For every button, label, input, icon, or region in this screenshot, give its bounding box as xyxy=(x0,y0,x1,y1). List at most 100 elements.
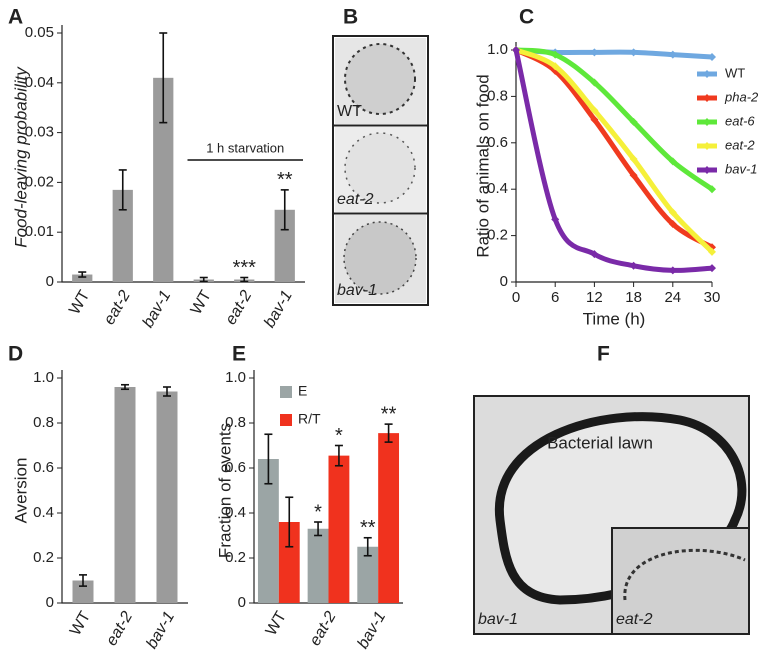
legend-label: eat-2 xyxy=(725,137,755,152)
x-tick-label: bav-1 xyxy=(140,288,175,331)
y-tick-label: 0.4 xyxy=(225,504,246,521)
point xyxy=(629,117,638,126)
x-tick-label: bav-1 xyxy=(261,288,296,331)
x-tick-label: WT xyxy=(67,608,94,638)
bar xyxy=(357,546,379,603)
error-bar xyxy=(163,386,171,397)
point xyxy=(590,48,599,57)
x-tick-label: bav-1 xyxy=(355,609,390,652)
legend-swatch xyxy=(280,414,292,426)
error-bar xyxy=(199,276,208,283)
y-tick-label: 0.02 xyxy=(25,173,54,190)
error-bar xyxy=(264,433,273,485)
bar xyxy=(114,387,136,603)
significance: * xyxy=(314,501,322,523)
y-tick-label: 0.04 xyxy=(25,74,54,91)
image-label: bav-1 xyxy=(478,611,518,628)
bar xyxy=(156,391,178,603)
point xyxy=(590,115,599,124)
y-tick-label: 0 xyxy=(46,273,54,290)
error-bar xyxy=(78,271,87,278)
panel-label: F xyxy=(597,343,610,366)
bar xyxy=(278,522,300,603)
point xyxy=(551,62,560,71)
point xyxy=(590,78,599,87)
point xyxy=(708,185,716,194)
point xyxy=(668,157,677,166)
y-tick-label: 0.6 xyxy=(225,459,246,476)
point xyxy=(629,171,638,180)
legend-swatch xyxy=(280,386,292,398)
series-line xyxy=(515,47,714,192)
image-b xyxy=(332,35,429,306)
image-label: eat-2 xyxy=(337,191,374,208)
error-bar xyxy=(363,536,372,557)
y-tick-label: 0.03 xyxy=(25,124,54,141)
point xyxy=(668,208,677,217)
bar xyxy=(378,433,400,603)
image-label: eat-2 xyxy=(616,611,653,628)
significance: ** xyxy=(360,517,376,539)
y-tick-label: 1.0 xyxy=(225,369,246,386)
bar xyxy=(328,455,350,603)
point xyxy=(551,215,560,224)
point xyxy=(629,48,638,57)
point xyxy=(708,247,716,256)
x-axis-label: Time (h) xyxy=(583,309,646,328)
bar xyxy=(72,274,93,282)
x-tick-label: 30 xyxy=(704,289,721,306)
point xyxy=(512,46,520,54)
y-tick-label: 1.0 xyxy=(487,41,508,58)
y-tick-label: 0 xyxy=(500,273,508,290)
x-tick-label: WT xyxy=(263,608,290,638)
significance: *** xyxy=(233,257,257,279)
y-tick-label: 0.8 xyxy=(487,87,508,104)
legend-label: WT xyxy=(725,65,745,80)
series-line xyxy=(513,49,713,273)
y-tick-label: 0.8 xyxy=(33,414,54,431)
x-tick-label: eat-2 xyxy=(103,609,136,649)
y-tick-label: 0 xyxy=(238,594,246,611)
y-axis-label: Food-leaving probability xyxy=(11,66,30,248)
legend-marker xyxy=(703,70,711,78)
panel-label: E xyxy=(232,343,246,366)
x-tick-label: 12 xyxy=(586,289,603,306)
annotation: 1 h starvation xyxy=(206,140,284,155)
point xyxy=(668,220,677,228)
panel-label: C xyxy=(519,6,534,29)
image-caption: Bacterial lawn xyxy=(547,433,653,452)
y-tick-label: 0.6 xyxy=(33,459,54,476)
panel-label: B xyxy=(343,6,358,29)
bar xyxy=(153,77,174,282)
legend-label: R/T xyxy=(298,411,321,427)
significance: ** xyxy=(277,169,293,191)
significance: * xyxy=(335,425,343,447)
legend-marker xyxy=(703,166,711,174)
legend-marker xyxy=(703,118,711,126)
error-bar xyxy=(314,521,323,537)
x-tick-label: 0 xyxy=(512,289,520,306)
y-tick-label: 0.05 xyxy=(25,24,54,41)
bar xyxy=(112,189,133,282)
bar xyxy=(274,209,295,282)
panel-label: D xyxy=(8,343,23,366)
y-tick-label: 0.2 xyxy=(33,549,54,566)
point xyxy=(708,264,716,273)
error-bar xyxy=(159,32,168,124)
error-bar xyxy=(285,496,294,548)
legend-label: bav-1 xyxy=(725,161,758,176)
error-bar xyxy=(118,169,127,211)
x-tick-label: WT xyxy=(188,287,215,317)
legend-label: eat-6 xyxy=(725,113,755,128)
y-tick-label: 0 xyxy=(46,594,54,611)
point xyxy=(590,106,599,115)
error-bar xyxy=(384,423,393,443)
legend-label: E xyxy=(298,383,307,399)
point xyxy=(590,250,599,259)
x-tick-label: 24 xyxy=(664,289,681,306)
axis-line xyxy=(515,42,712,283)
bar xyxy=(307,528,329,603)
y-axis-label: Fraction of events xyxy=(215,423,234,558)
bar xyxy=(257,459,279,603)
